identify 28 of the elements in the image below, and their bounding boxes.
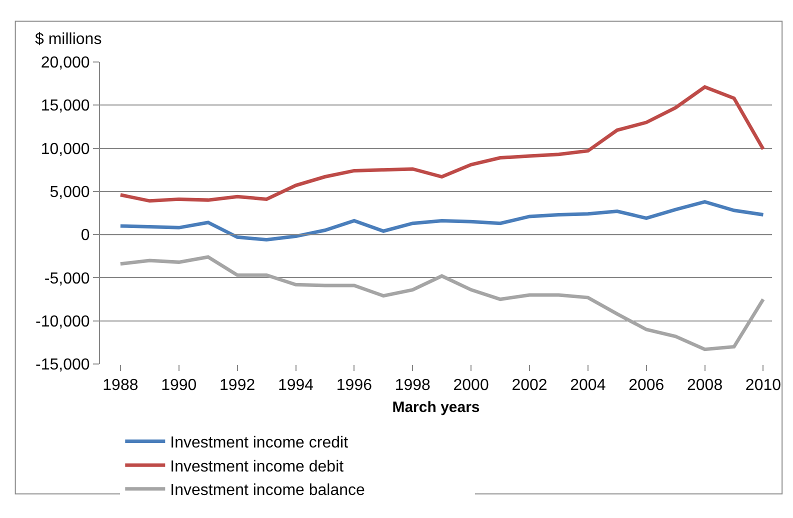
- x-tick-label: 1994: [278, 377, 314, 394]
- legend-label: Investment income credit: [170, 434, 349, 452]
- legend-label: Investment income balance: [170, 482, 366, 500]
- legend-label: Investment income debit: [170, 458, 344, 476]
- x-tick-label: 1988: [102, 377, 138, 394]
- x-tick-label: 1992: [220, 377, 256, 394]
- y-axis-title: $ millions: [35, 31, 102, 48]
- x-tick-label: 2004: [570, 377, 606, 394]
- line-series: [118, 200, 765, 242]
- y-tick-label: 20,000: [40, 54, 90, 72]
- x-axis-title: March years: [392, 399, 480, 416]
- x-tick-label: 1990: [161, 377, 197, 394]
- x-tick-label: 2006: [628, 377, 664, 394]
- y-tick-label: 0: [80, 227, 90, 244]
- x-tick-label: 2002: [512, 377, 548, 394]
- x-tick-label: 1998: [394, 377, 431, 394]
- y-tick-label: -10,000: [36, 313, 90, 330]
- x-tick-label: 2000: [453, 377, 489, 394]
- line-series: [118, 85, 765, 203]
- y-tick-label: -15,000: [36, 356, 90, 374]
- x-tick-label: 1996: [336, 377, 372, 394]
- x-tick-label: 2008: [687, 377, 723, 394]
- x-tick-label: 2010: [745, 377, 782, 394]
- y-tick-label: 10,000: [40, 140, 90, 158]
- y-tick-label: 5,000: [50, 184, 90, 202]
- y-tick-label: 15,000: [40, 98, 90, 115]
- line-series: [118, 255, 765, 352]
- y-tick-label: -5,000: [44, 270, 90, 288]
